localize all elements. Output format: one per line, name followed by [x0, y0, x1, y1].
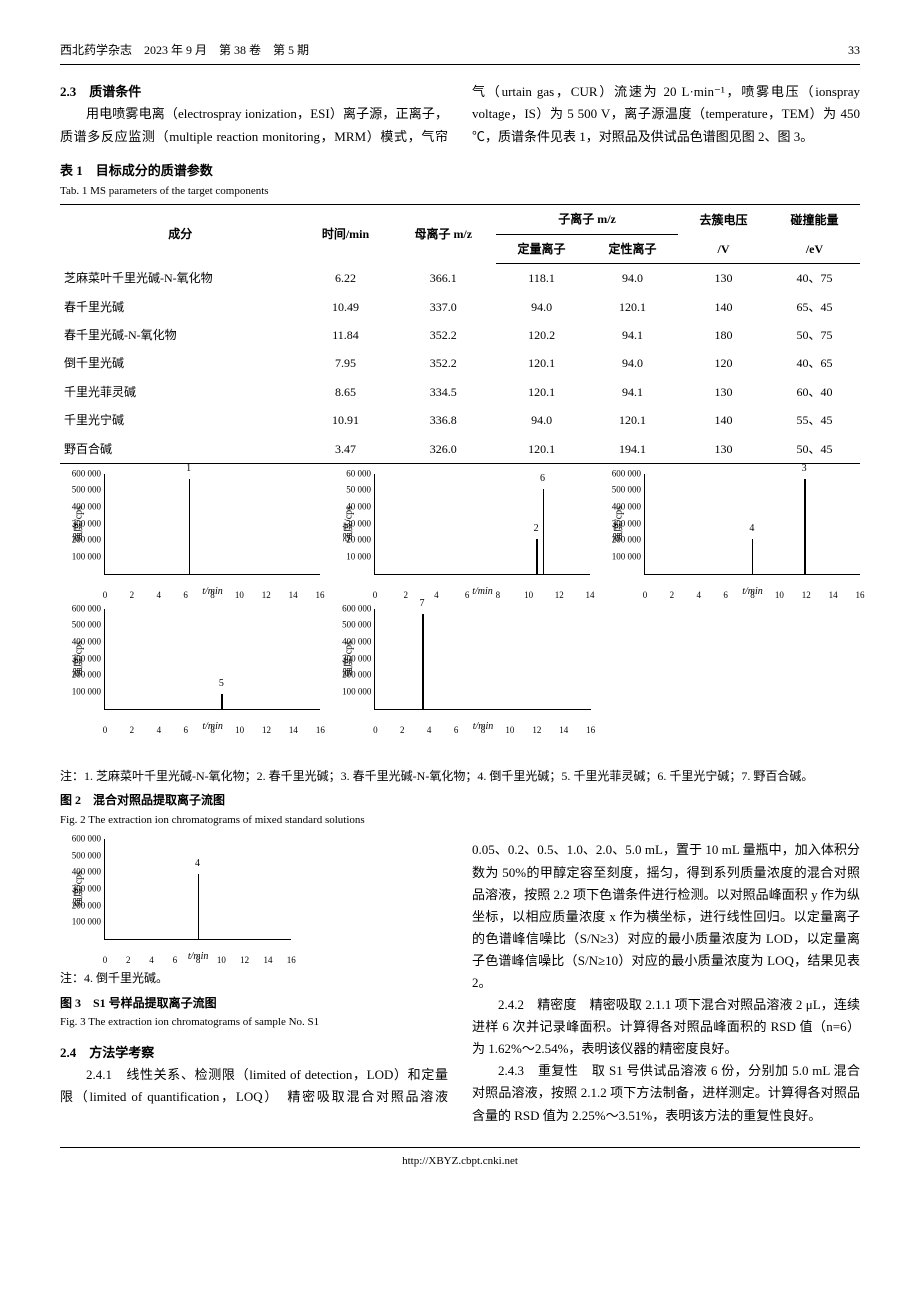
th-cion: 定性离子: [587, 234, 678, 263]
chromatogram-chart: 强度/cpst/min100 000200 000300 000400 0005…: [374, 609, 590, 710]
p243: 2.4.3 重复性 取 S1 号供试品溶液 6 份，分别加 5.0 mL 混合对…: [472, 1060, 860, 1126]
sec24-head: 2.4 方法学考察: [60, 1045, 154, 1060]
chromatogram-chart: 强度/cpst/min100 000200 000300 000400 0005…: [644, 474, 860, 575]
th-qion: 定量离子: [496, 234, 587, 263]
lower-body: 强度/cpst/min100 000200 000300 000400 0005…: [60, 839, 860, 1126]
th-time: 时间/min: [301, 205, 391, 264]
table-row: 倒千里光碱7.95352.2120.194.012040、65: [60, 349, 860, 377]
th-dp-unit: /V: [678, 234, 769, 263]
running-header: 西北药学杂志 2023 年 9 月 第 38 卷 第 5 期 33: [60, 40, 860, 65]
chromatogram-chart: 强度/cpst/min100 000200 000300 000400 0005…: [104, 609, 320, 710]
table-row: 春千里光碱-N-氧化物11.84352.2120.294.118050、75: [60, 321, 860, 349]
table-row: 千里光宁碱10.91336.894.0120.114055、45: [60, 406, 860, 434]
table-row: 野百合碱3.47326.0120.1194.113050、45: [60, 435, 860, 464]
th-parent: 母离子 m/z: [390, 205, 496, 264]
footer-url: http://XBYZ.cbpt.cnki.net: [60, 1147, 860, 1171]
fig3-title: 图 3 S1 号样品提取离子流图: [60, 993, 448, 1013]
fig2-note: 注：1. 芝麻菜叶千里光碱-N-氧化物；2. 春千里光碱；3. 春千里光碱-N-…: [60, 766, 860, 786]
th-daughters: 子离子 m/z: [496, 205, 678, 234]
table1: 成分 时间/min 母离子 m/z 子离子 m/z 去簇电压 碰撞能量 定量离子…: [60, 204, 860, 464]
chromatogram-chart: 强度/cpst/min100 000200 000300 000400 0005…: [104, 839, 291, 940]
th-ce-unit: /eV: [769, 234, 860, 263]
table-row: 千里光菲灵碱8.65334.5120.194.113060、40: [60, 378, 860, 406]
fig3-note: 注：4. 倒千里光碱。: [60, 968, 448, 988]
th-dp: 去簇电压: [678, 205, 769, 234]
p242: 2.4.2 精密度 精密吸取 2.1.1 项下混合对照品溶液 2 μL，连续进样…: [472, 994, 860, 1060]
chromatogram-chart: 强度/cpst/min10 00020 00030 00040 00050 00…: [374, 474, 590, 575]
table-row: 芝麻菜叶千里光碱-N-氧化物6.22366.1118.194.013040、75: [60, 264, 860, 293]
table1-title: 表 1 目标成分的质谱参数: [60, 160, 860, 182]
section-2-3: 2.3 质谱条件 用电喷雾电离（electrospray ionization，…: [60, 81, 860, 147]
page-number: 33: [848, 40, 860, 60]
chromatogram-chart: 强度/cpst/min100 000200 000300 000400 0005…: [104, 474, 320, 575]
th-component: 成分: [60, 205, 301, 264]
fig2-charts: 强度/cpst/min100 000200 000300 000400 0005…: [60, 474, 860, 738]
th-ce: 碰撞能量: [769, 205, 860, 234]
fig2-title: 图 2 混合对照品提取离子流图: [60, 790, 860, 810]
header-left: 西北药学杂志 2023 年 9 月 第 38 卷 第 5 期: [60, 40, 309, 60]
fig3-sub: Fig. 3 The extraction ion chromatograms …: [60, 1013, 448, 1032]
table1-sub: Tab. 1 MS parameters of the target compo…: [60, 182, 860, 201]
fig2-sub: Fig. 2 The extraction ion chromatograms …: [60, 811, 860, 830]
table-row: 春千里光碱10.49337.094.0120.114065、45: [60, 293, 860, 321]
sec23-head: 2.3 质谱条件: [60, 84, 141, 99]
